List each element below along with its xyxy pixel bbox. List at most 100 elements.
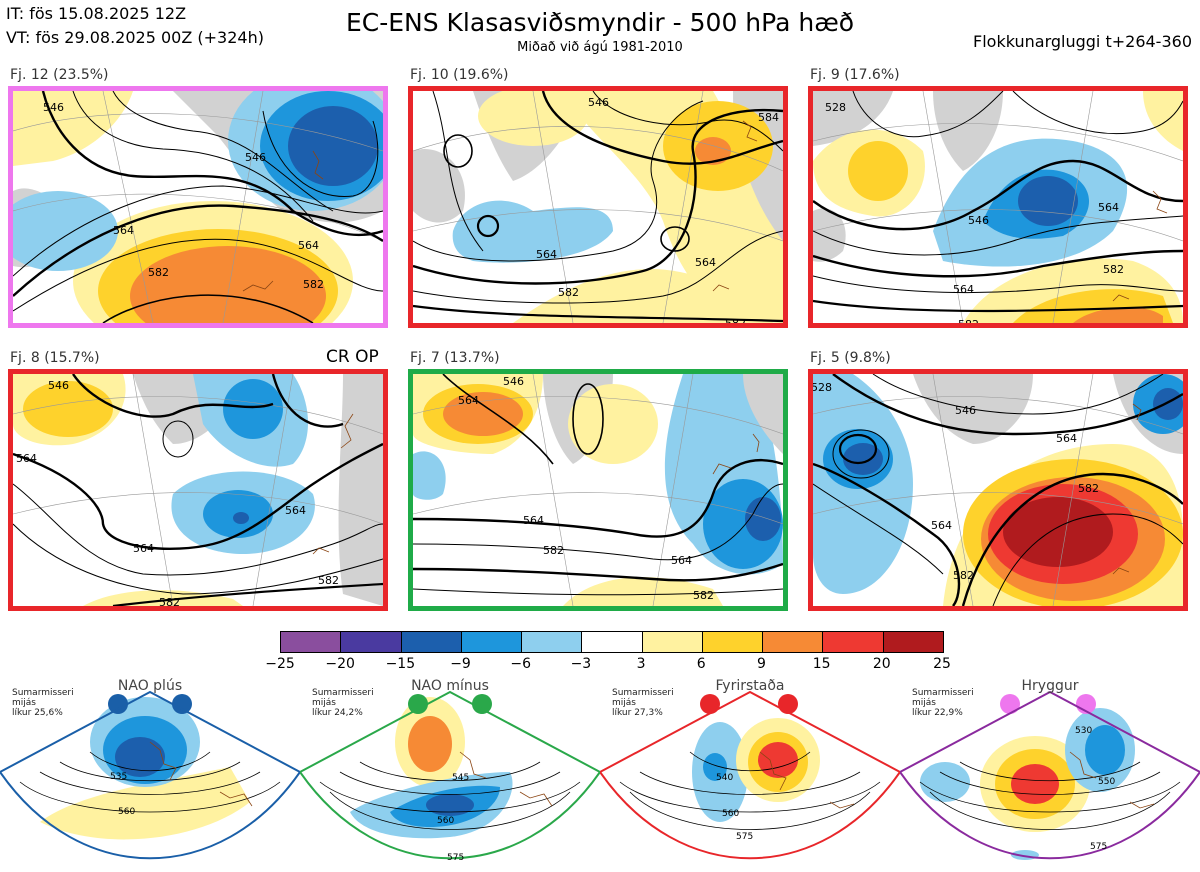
colorbar-swatch xyxy=(882,632,943,652)
page-subtitle: Miðað við ágú 1981-2010 xyxy=(517,40,683,55)
panel-label: Fj. 7 (13.7%) xyxy=(410,350,500,366)
contour-label: 564 xyxy=(1056,432,1077,445)
colorbar-swatch xyxy=(581,632,642,652)
contour-label: 546 xyxy=(968,214,989,227)
valid-time: VT: fös 29.08.2025 00Z (+324h) xyxy=(6,28,264,47)
contour-label: 564 xyxy=(931,519,952,532)
regime-ridge[interactable]: 530 550 575 Hryggur Sumarmisseri mijás l… xyxy=(900,672,1200,872)
contour-label: 564 xyxy=(523,514,544,527)
contour-label: 582 xyxy=(725,317,746,323)
contour-label: 560 xyxy=(118,807,135,817)
regime-season: Sumarmisseri xyxy=(12,688,74,698)
contour-label: 582 xyxy=(318,574,339,587)
regime-nao-plus[interactable]: 535 560 NAO plús Sumarmisseri mijás líku… xyxy=(0,672,300,872)
colorbar-swatch xyxy=(281,632,341,652)
cluster-map-panel[interactable]: 546 564 582 564 582 546 xyxy=(8,86,388,328)
cr-op-label: CR OP xyxy=(326,347,379,367)
contour-label: 564 xyxy=(16,452,37,465)
colorbar-tick-label: −3 xyxy=(570,656,592,672)
regime-name: NAO mínus xyxy=(411,678,489,694)
contour-label: 546 xyxy=(503,375,524,388)
contour-label: 575 xyxy=(736,832,753,842)
contour-label: 564 xyxy=(536,248,557,261)
colorbar-swatch xyxy=(400,632,461,652)
contour-label: 564 xyxy=(1098,201,1119,214)
regime-type: mijás xyxy=(12,698,36,708)
contour-label: 582 xyxy=(958,318,979,323)
regime-name: Hryggur xyxy=(1021,678,1079,694)
contour-label: 582 xyxy=(1103,263,1124,276)
contour-label: 546 xyxy=(48,379,69,392)
regime-season: Sumarmisseri xyxy=(312,688,374,698)
colorbar-tick-label: −20 xyxy=(325,656,355,672)
contour-label: 528 xyxy=(825,101,846,114)
contour-label: 564 xyxy=(113,224,134,237)
regime-season: Sumarmisseri xyxy=(912,688,974,698)
colorbar-tick-label: 6 xyxy=(696,656,706,672)
contour-label: 560 xyxy=(722,809,739,819)
contour-label: 564 xyxy=(671,554,692,567)
regime-type: mijás xyxy=(312,698,336,708)
colorbar-swatch xyxy=(762,632,823,652)
cluster-map-panel[interactable]: 546 564 582 582 564 584 xyxy=(408,86,788,328)
contour-label: 564 xyxy=(285,504,306,517)
colorbar-swatch xyxy=(701,632,763,652)
contour-label: 564 xyxy=(458,394,479,407)
contour-label: 564 xyxy=(298,239,319,252)
contour-label: 582 xyxy=(1078,482,1099,495)
panel-label: Fj. 8 (15.7%) xyxy=(10,350,100,366)
colorbar-tick-label: 3 xyxy=(636,656,646,672)
colorbar-tick-label: −25 xyxy=(265,656,295,672)
regime-probability: líkur 27,3% xyxy=(612,708,663,718)
contour-label: 582 xyxy=(953,569,974,582)
contour-label: 575 xyxy=(447,853,464,863)
contour-label: 546 xyxy=(245,151,266,164)
contour-label: 540 xyxy=(716,773,733,783)
panel-label: Fj. 9 (17.6%) xyxy=(810,67,900,83)
contour-label: 550 xyxy=(1098,777,1115,787)
colorbar-swatch xyxy=(460,632,522,652)
colorbar-swatch xyxy=(521,632,582,652)
colorbar-tick-label: 25 xyxy=(933,656,951,672)
regime-nao-minus[interactable]: 545 560 575 NAO mínus Sumarmisseri mijás… xyxy=(300,672,600,872)
contour-label: 575 xyxy=(1090,842,1107,852)
contour-label: 584 xyxy=(758,111,779,124)
cluster-map-panel[interactable]: 546 564 564 582 582 564 xyxy=(408,369,788,611)
cluster-map-panel[interactable]: 528 546 564 564 582 582 xyxy=(808,86,1188,328)
cluster-map-panel[interactable]: 528 546 564 564 582 582 xyxy=(808,369,1188,611)
colorbar-swatch xyxy=(340,632,401,652)
contour-label: 530 xyxy=(1075,726,1092,736)
panel-label: Fj. 10 (19.6%) xyxy=(410,67,509,83)
regime-type: mijás xyxy=(912,698,936,708)
contour-label: 535 xyxy=(110,772,127,782)
contour-label: 560 xyxy=(437,816,454,826)
contour-label: 546 xyxy=(588,96,609,109)
anomaly-colorbar xyxy=(280,631,944,653)
regime-type: mijás xyxy=(612,698,636,708)
regime-probability: líkur 24,2% xyxy=(312,708,363,718)
regime-probability: líkur 22,9% xyxy=(912,708,963,718)
contour-label: 546 xyxy=(43,101,64,114)
regime-name: NAO plús xyxy=(117,678,183,694)
regime-blocking[interactable]: 540 560 575 Fyrirstaða Sumarmisseri mijá… xyxy=(600,672,900,872)
colorbar-swatch xyxy=(822,632,883,652)
contour-label: 582 xyxy=(148,266,169,279)
regime-name: Fyrirstaða xyxy=(715,678,785,694)
classification-window: Flokkunargluggi t+264-360 xyxy=(973,32,1192,51)
panel-label: Fj. 12 (23.5%) xyxy=(10,67,109,83)
contour-label: 582 xyxy=(558,286,579,299)
contour-label: 582 xyxy=(693,589,714,602)
cluster-map-panel[interactable]: 546 564 564 564 582 582 xyxy=(8,369,388,611)
colorbar-tick-label: −15 xyxy=(385,656,416,672)
colorbar-tick-label: −6 xyxy=(510,656,532,672)
contour-label: 564 xyxy=(695,256,716,269)
colorbar-swatch xyxy=(641,632,702,652)
init-time: IT: fös 15.08.2025 12Z xyxy=(6,4,187,23)
contour-label: 582 xyxy=(159,596,180,606)
contour-label: 528 xyxy=(813,381,832,394)
regime-season: Sumarmisseri xyxy=(612,688,674,698)
regime-probability: líkur 25,6% xyxy=(12,708,63,718)
contour-label: 582 xyxy=(303,278,324,291)
panel-label: Fj. 5 (9.8%) xyxy=(810,350,891,366)
contour-label: 546 xyxy=(955,404,976,417)
